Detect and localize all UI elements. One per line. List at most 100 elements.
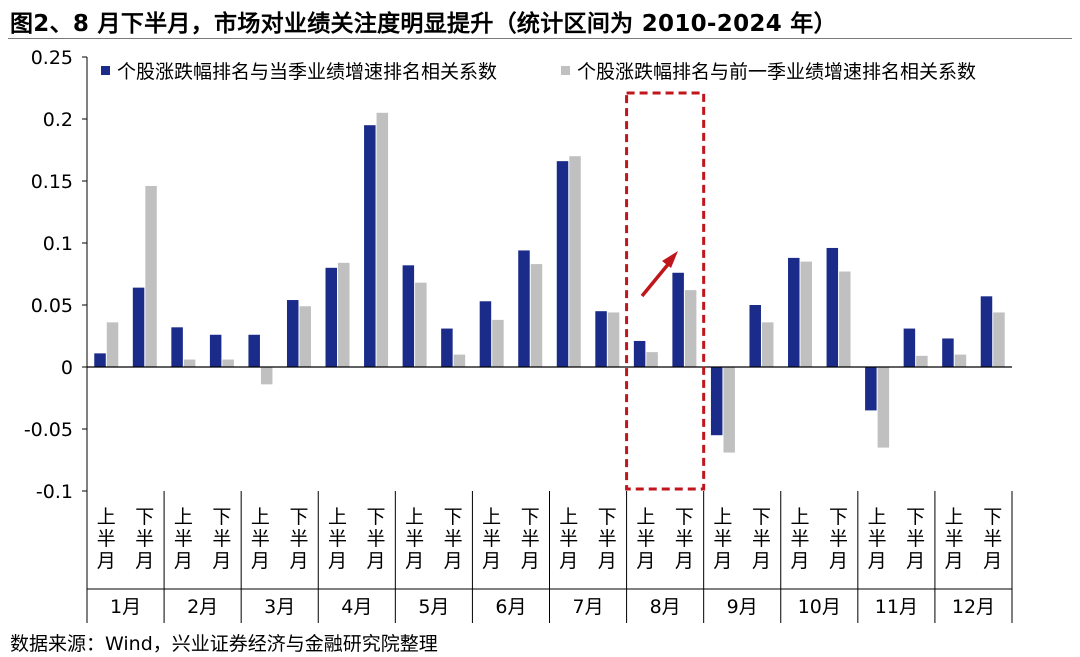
month-label: 2月 — [187, 596, 218, 618]
x-tick-label: 上半月 — [251, 506, 270, 572]
month-label: 9月 — [727, 596, 758, 618]
bar-s2-9 — [415, 282, 427, 367]
bar-s1-22 — [903, 328, 916, 367]
bar-s1-1 — [94, 353, 106, 367]
y-tick-label: 0.25 — [31, 47, 73, 69]
highlight-annotation — [625, 91, 706, 491]
bar-s2-16 — [684, 290, 697, 367]
bar-s1-16 — [672, 272, 684, 367]
bar-s2-23 — [954, 354, 967, 367]
bar-s2-19 — [800, 261, 813, 367]
bar-s1-3 — [171, 327, 183, 367]
bar-s1-19 — [788, 257, 800, 367]
y-tick-label: 0.05 — [31, 295, 73, 317]
bar-s2-21 — [877, 367, 890, 448]
bar-s1-21 — [865, 367, 877, 411]
x-tick-label: 下半月 — [983, 506, 1002, 572]
legend: 个股涨跌幅排名与当季业绩增速排名相关系数 个股涨跌幅排名与前一季业绩增速排名相关系… — [101, 61, 976, 83]
trend-arrow-shaft — [640, 260, 672, 298]
x-tick-label: 上半月 — [405, 506, 424, 572]
bar-s1-14 — [595, 311, 607, 367]
bar-s2-3 — [183, 359, 196, 367]
x-tick-label: 下半月 — [906, 506, 925, 572]
source-note: 数据来源：Wind，兴业证券经济与金融研究院整理 — [10, 633, 438, 655]
bar-s1-20 — [826, 247, 839, 367]
month-label: 4月 — [341, 596, 372, 618]
x-tick-label: 上半月 — [328, 506, 347, 572]
bar-s2-2 — [145, 185, 157, 367]
bar-s1-10 — [441, 328, 453, 367]
x-tick-label: 下半月 — [521, 506, 540, 572]
bar-s2-22 — [916, 355, 928, 367]
bar-s1-11 — [479, 301, 492, 367]
legend-swatch-1 — [101, 66, 110, 75]
legend-swatch-2 — [561, 66, 570, 75]
x-tick-label: 上半月 — [791, 506, 810, 572]
x-tick-label: 上半月 — [945, 506, 964, 572]
bar-s2-24 — [993, 312, 1005, 367]
bar-s2-4 — [222, 359, 234, 367]
bar-s1-18 — [749, 305, 761, 367]
bar-s2-12 — [530, 264, 543, 367]
bar-s2-15 — [646, 352, 658, 367]
y-tick-label: -0.1 — [36, 481, 73, 503]
x-tick-label: 下半月 — [135, 506, 154, 572]
month-label: 1月 — [110, 596, 141, 618]
bar-s1-6 — [286, 300, 299, 367]
x-tick-label: 下半月 — [212, 506, 231, 572]
x-tick-label: 上半月 — [97, 506, 116, 572]
bar-group — [94, 112, 1005, 453]
title-underline — [8, 38, 1072, 39]
bar-s1-7 — [325, 267, 338, 367]
bar-s1-13 — [556, 161, 569, 367]
bar-s1-23 — [942, 338, 954, 367]
x-tick-label: 下半月 — [675, 506, 694, 572]
x-tick-label: 下半月 — [829, 506, 848, 572]
x-tick-label: 下半月 — [752, 506, 771, 572]
y-axis: -0.1 -0.05 0 0.05 0.1 0.15 0.2 0.25 — [24, 47, 88, 503]
bar-s1-5 — [248, 334, 260, 367]
bar-s2-1 — [106, 322, 119, 367]
month-label: 5月 — [418, 596, 449, 618]
highlight-box — [625, 91, 706, 491]
x-tick-label: 下半月 — [444, 506, 463, 572]
month-label: 6月 — [495, 596, 526, 618]
bar-s2-10 — [453, 354, 466, 367]
y-tick-label: 0.1 — [43, 233, 73, 255]
legend-label-1: 个股涨跌幅排名与当季业绩增速排名相关系数 — [117, 61, 497, 83]
bar-s1-4 — [209, 334, 222, 367]
x-axis: 上半月下半月上半月下半月上半月下半月上半月下半月上半月下半月上半月下半月上半月下… — [86, 366, 1013, 623]
bar-s1-8 — [364, 125, 376, 367]
bar-s2-11 — [492, 319, 504, 367]
y-tick-label: 0.2 — [43, 109, 73, 131]
bar-s2-5 — [260, 367, 273, 385]
x-tick-label: 上半月 — [174, 506, 193, 572]
bar-s2-20 — [839, 271, 851, 367]
month-label: 7月 — [572, 596, 603, 618]
bar-s1-9 — [402, 265, 415, 367]
bar-s1-12 — [518, 250, 530, 367]
x-tick-label: 下半月 — [598, 506, 617, 572]
month-label: 11月 — [875, 596, 918, 618]
x-tick-label: 上半月 — [868, 506, 887, 572]
y-tick-label: 0 — [61, 357, 73, 379]
bar-s2-8 — [376, 112, 389, 367]
y-tick-label: 0.15 — [31, 171, 73, 193]
month-label: 10月 — [798, 596, 841, 618]
bar-s2-17 — [723, 367, 735, 453]
bar-s1-17 — [710, 367, 723, 436]
month-label: 8月 — [650, 596, 681, 618]
chart-title: 图2、8 月下半月，市场对业绩关注度明显提升（统计区间为 2010-2024 年… — [10, 11, 837, 37]
bar-s2-14 — [607, 312, 620, 367]
x-tick-label: 上半月 — [713, 506, 732, 572]
legend-label-2: 个股涨跌幅排名与前一季业绩增速排名相关系数 — [577, 61, 976, 83]
bar-s1-15 — [633, 340, 646, 367]
x-tick-label: 上半月 — [636, 506, 655, 572]
x-tick-label: 上半月 — [559, 506, 578, 572]
month-label: 12月 — [952, 596, 995, 618]
bar-s2-6 — [299, 306, 311, 367]
bar-s1-24 — [980, 296, 993, 367]
bar-s1-2 — [132, 287, 145, 367]
x-tick-label: 下半月 — [289, 506, 308, 572]
